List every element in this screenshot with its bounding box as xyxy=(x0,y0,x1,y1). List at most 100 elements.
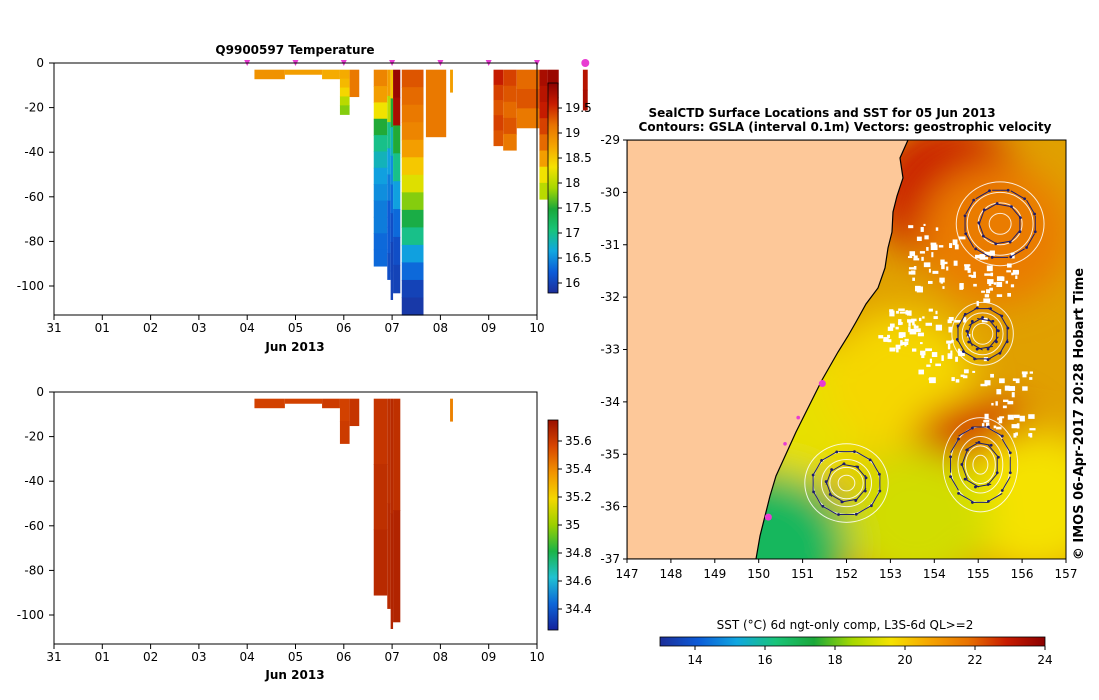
profile-cell xyxy=(373,216,388,234)
profile-cell xyxy=(401,87,424,106)
profile-cell xyxy=(373,398,388,465)
cloud-gap xyxy=(926,364,931,367)
cloud-gap xyxy=(1007,263,1012,268)
cloud-gap xyxy=(928,268,931,273)
cloud-gap xyxy=(1004,385,1010,391)
cloud-gap xyxy=(907,319,914,323)
velocity-arrow xyxy=(975,248,990,258)
cloud-gap xyxy=(1002,405,1007,409)
x-tick-label: 08 xyxy=(433,650,448,664)
temperature-panel: Q9900597 Temperature 31 01 02 03 04 05 06 07 08 0… xyxy=(17,43,592,354)
velocity-arrow-head xyxy=(1008,451,1012,455)
temperature-xlabel: Jun 2013 xyxy=(264,340,324,354)
velocity-arrow xyxy=(983,235,998,245)
velocity-arrow xyxy=(987,471,999,485)
cloud-gap xyxy=(1016,423,1020,429)
profile-cell xyxy=(493,69,504,86)
cloud-gap xyxy=(1008,386,1016,391)
velocity-arrow xyxy=(950,438,959,454)
cloud-gap xyxy=(918,369,924,375)
profile-cell xyxy=(390,98,394,128)
cloud-gap xyxy=(1029,377,1033,380)
velocity-arrow xyxy=(855,487,867,501)
velocity-arrow xyxy=(987,351,1003,360)
x-tick-label: 09 xyxy=(481,321,496,335)
x-tick-label: 02 xyxy=(143,650,158,664)
profile-cell xyxy=(493,84,504,101)
cloud-gap xyxy=(929,377,936,384)
x-tick-label: 07 xyxy=(384,650,399,664)
sst-colorbar-label: SST (°C) 6d ngt-only comp, L3S-6d QL>=2 xyxy=(717,618,974,632)
profile-cell xyxy=(393,398,401,511)
cloud-gap xyxy=(935,310,938,315)
velocity-arrow-head xyxy=(821,504,825,508)
cloud-gap xyxy=(928,308,933,312)
profile-cell xyxy=(539,134,548,152)
cloud-gap xyxy=(1007,400,1014,405)
temperature-axes-frame xyxy=(53,62,538,316)
profile-cell xyxy=(339,420,350,444)
cloud-gap xyxy=(912,277,915,281)
cloud-gap xyxy=(1029,428,1036,431)
profile-cell xyxy=(450,398,453,422)
velocity-arrow-head xyxy=(991,319,995,323)
map-x-tick-label: 153 xyxy=(879,567,902,581)
cloud-gap xyxy=(991,402,994,406)
cloud-gap xyxy=(911,318,917,322)
velocity-arrow-head xyxy=(988,189,991,193)
cloud-gap xyxy=(948,316,954,321)
cloud-gap xyxy=(951,377,955,382)
x-tick-label: 08 xyxy=(433,321,448,335)
profile-cell xyxy=(401,262,424,281)
cloud-gap xyxy=(1021,371,1028,375)
velocity-arrow xyxy=(829,493,845,503)
profile-cell xyxy=(401,244,424,264)
profile-cell xyxy=(503,117,517,135)
temperature-axes: 31 01 02 03 04 05 06 07 08 09 10 0 -20 -40 -60 -80 -100 xyxy=(17,56,545,335)
profile-cell xyxy=(390,127,394,157)
sst-colorbar-tick-label: 20 xyxy=(897,653,912,667)
cloud-gap xyxy=(917,332,924,337)
cloud-gap xyxy=(1003,399,1009,403)
velocity-arrow xyxy=(1026,233,1035,248)
profile-cell xyxy=(349,69,360,98)
cloud-gap xyxy=(921,354,925,359)
x-tick-label: 02 xyxy=(143,321,158,335)
velocity-arrow-head xyxy=(1033,230,1037,234)
cloud-gap xyxy=(904,343,907,347)
cloud-gap xyxy=(925,322,933,326)
cloud-gap xyxy=(924,235,929,240)
profile-cell xyxy=(387,503,391,609)
cloud-gap xyxy=(1006,270,1012,273)
profile-cell xyxy=(493,115,504,131)
velocity-arrow-head xyxy=(949,475,952,479)
salinity-axes: 31 01 02 03 04 05 06 07 08 09 10 0 -20 -40 -60 -80 -100 xyxy=(17,385,545,664)
cloud-gap xyxy=(930,244,938,251)
colorbar-tick-label: 19.5 xyxy=(565,101,592,115)
velocity-arrow-head xyxy=(854,512,858,516)
x-tick-label: 31 xyxy=(46,650,61,664)
profile-cell xyxy=(401,122,424,141)
profile-cell xyxy=(547,69,559,85)
cloud-gap xyxy=(989,250,995,256)
profile-cell xyxy=(373,233,388,251)
cloud-gap xyxy=(996,281,1003,287)
cloud-gap xyxy=(929,358,932,364)
cloud-gap xyxy=(919,251,925,254)
velocity-arrow-head xyxy=(835,450,839,454)
cloud-gap xyxy=(889,323,895,328)
profile-markers xyxy=(244,59,590,67)
map-x-tick-label: 151 xyxy=(791,567,814,581)
profile-cell xyxy=(284,69,323,75)
cloud-gap xyxy=(908,225,914,229)
salinity-cells xyxy=(254,398,453,629)
cloud-gap xyxy=(932,270,939,274)
profile-cell xyxy=(373,151,388,169)
profile-cell xyxy=(373,102,388,120)
cloud-gap xyxy=(973,283,977,287)
velocity-arrow xyxy=(822,505,837,515)
cloud-gap xyxy=(904,338,909,342)
cloud-gap xyxy=(962,375,968,379)
velocity-arrow-head xyxy=(1006,326,1010,330)
sst-map-panel: SealCTD Surface Locations and SST for 05… xyxy=(600,106,1087,667)
